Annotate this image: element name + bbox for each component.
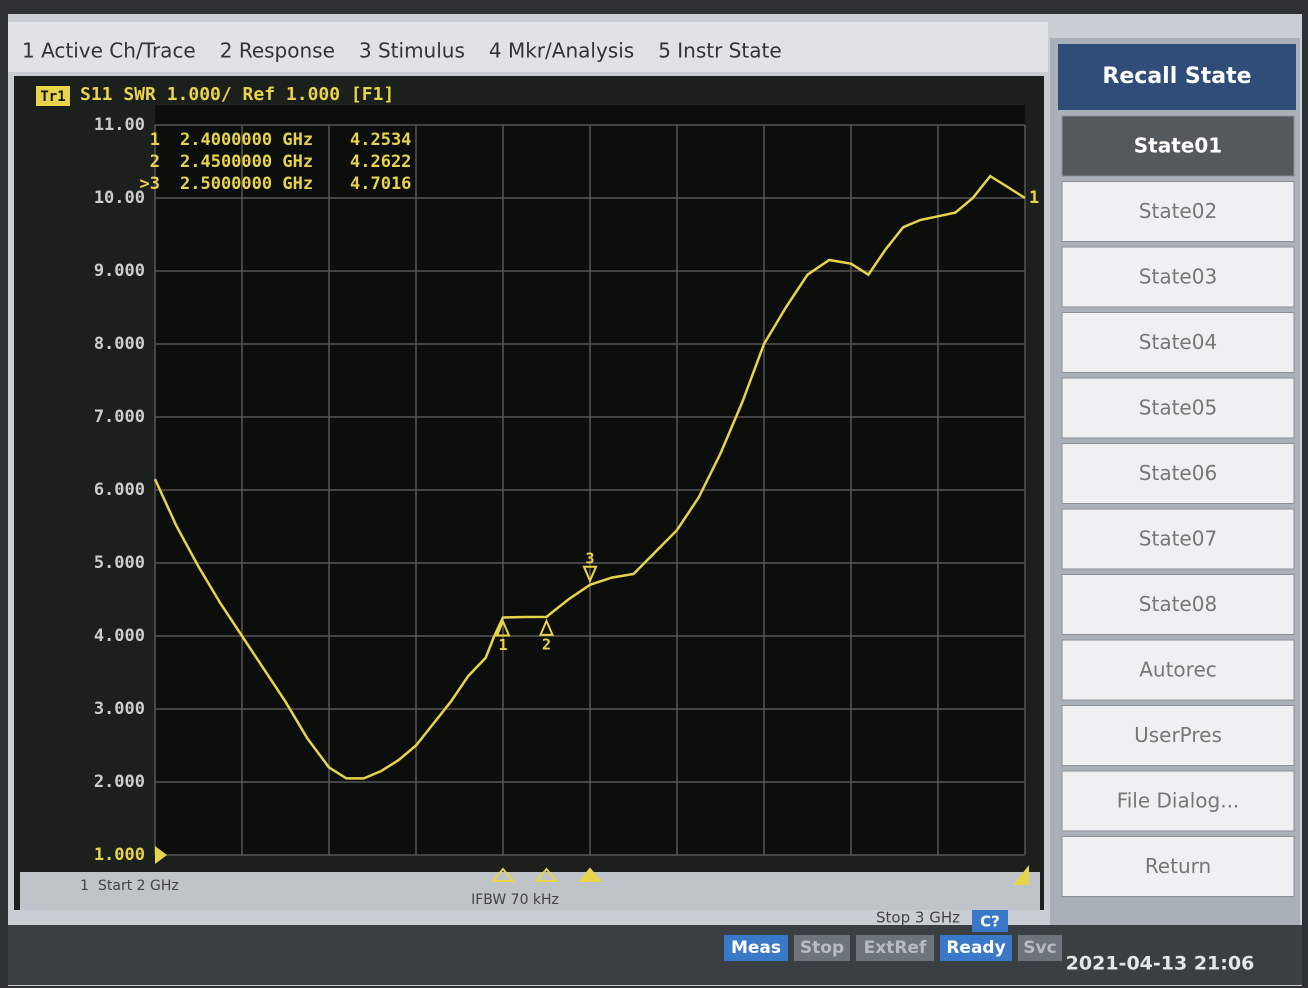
y-tick-label: 5.000 bbox=[94, 553, 145, 573]
y-tick-label: 4.000 bbox=[94, 626, 145, 646]
marker bbox=[582, 565, 598, 584]
marker-readout-x: 2.4500000 GHz bbox=[180, 152, 313, 172]
status-indicator-bg bbox=[724, 935, 788, 961]
stimulus-marker bbox=[490, 867, 516, 882]
softkey-label: State05 bbox=[1139, 396, 1217, 420]
stimulus-bar bbox=[20, 872, 1040, 910]
softkey-label: State03 bbox=[1139, 265, 1217, 289]
softkey[interactable] bbox=[1061, 312, 1295, 373]
stop-arrow bbox=[1013, 865, 1029, 885]
ref-arrow bbox=[155, 846, 167, 864]
status-indicator: Meas bbox=[731, 938, 781, 958]
marker-readout-name: 1 bbox=[150, 130, 160, 150]
softkey-label: State04 bbox=[1139, 330, 1217, 354]
y-tick-label: 2.000 bbox=[94, 772, 145, 792]
y-tick-label: 3.000 bbox=[94, 699, 145, 719]
status-indicator: Svc bbox=[1023, 938, 1056, 958]
menu-item[interactable]: 5 Instr State bbox=[658, 39, 781, 63]
softkey[interactable] bbox=[1061, 574, 1295, 635]
menu-item[interactable]: 4 Mkr/Analysis bbox=[489, 39, 634, 63]
y-tick-label: 1.000 bbox=[94, 845, 145, 865]
y-tick-label: 8.000 bbox=[94, 334, 145, 354]
marker-readout-x: 2.4000000 GHz bbox=[180, 130, 313, 150]
stimulus-start: Start 2 GHz bbox=[98, 878, 179, 894]
channel: 1 bbox=[80, 878, 89, 894]
softkey[interactable] bbox=[1061, 246, 1295, 308]
status-indicator: Ready bbox=[946, 938, 1005, 958]
marker-readout-name: 2 bbox=[150, 152, 160, 172]
marker-name: 1 bbox=[498, 636, 507, 654]
softkey[interactable] bbox=[1061, 443, 1295, 504]
softkey[interactable] bbox=[1061, 115, 1295, 177]
menu-item[interactable]: 2 Response bbox=[220, 39, 335, 63]
marker-readout-x: 2.5000000 GHz bbox=[180, 174, 313, 194]
softkey-label: State07 bbox=[1139, 527, 1217, 551]
marker-name: 2 bbox=[542, 635, 551, 653]
y-tick-label: 9.000 bbox=[94, 261, 145, 281]
ifbw: IFBW 70 kHz bbox=[471, 892, 559, 908]
trace-end-label: 1 bbox=[1029, 188, 1039, 208]
trace-title: S11 SWR 1.000/ Ref 1.000 [F1] bbox=[80, 84, 394, 105]
softkey-label: Return bbox=[1145, 854, 1211, 878]
marker-readout-name: >3 bbox=[140, 174, 160, 194]
softkey-label: UserPres bbox=[1134, 723, 1222, 747]
menu-bar bbox=[8, 22, 1048, 72]
softkey-label: Autorec bbox=[1139, 658, 1217, 682]
status-bar bbox=[8, 925, 1302, 985]
y-tick-label: 10.00 bbox=[94, 188, 145, 208]
marker bbox=[495, 618, 511, 637]
softkey[interactable] bbox=[1061, 770, 1295, 832]
softkey-title-bg bbox=[1058, 44, 1296, 110]
status-indicator: Stop bbox=[800, 938, 844, 958]
softkey[interactable] bbox=[1061, 836, 1295, 897]
stimulus-marker bbox=[534, 867, 559, 882]
y-tick-label: 11.00 bbox=[94, 115, 145, 135]
trace bbox=[153, 174, 1026, 780]
trace-tag-bg bbox=[36, 86, 70, 106]
stimulus-marker bbox=[577, 867, 603, 882]
softkey-label: State01 bbox=[1134, 134, 1222, 158]
cal: C? bbox=[980, 913, 1000, 931]
marker bbox=[538, 618, 555, 636]
status-indicator-bg bbox=[1018, 935, 1062, 961]
status-indicator-bg bbox=[856, 935, 934, 961]
stimulus-stop: Stop 3 GHz bbox=[876, 909, 960, 927]
datetime: 2021-04-13 21:06 bbox=[1066, 953, 1255, 975]
softkey-label: State06 bbox=[1139, 461, 1217, 485]
status-indicator-bg bbox=[940, 935, 1012, 961]
trace-tag: Tr1 bbox=[40, 89, 65, 105]
marker-name: 3 bbox=[585, 549, 594, 567]
softkey-label: State02 bbox=[1139, 199, 1217, 223]
marker-readout-value: 4.2622 bbox=[350, 152, 411, 172]
softkey[interactable] bbox=[1061, 639, 1295, 701]
softkey-title: Recall State bbox=[1102, 64, 1251, 89]
softkey[interactable] bbox=[1061, 705, 1295, 766]
menu-item[interactable]: 3 Stimulus bbox=[359, 39, 465, 63]
status-indicator: ExtRef bbox=[864, 938, 927, 958]
status-indicator-bg bbox=[794, 935, 850, 961]
y-tick-label: 7.000 bbox=[94, 407, 145, 427]
marker-readout-value: 4.7016 bbox=[350, 174, 411, 194]
cal-bg bbox=[972, 910, 1008, 932]
softkey[interactable] bbox=[1061, 181, 1295, 242]
softkey[interactable] bbox=[1061, 508, 1295, 570]
softkey-label: State08 bbox=[1139, 592, 1217, 616]
softkey[interactable] bbox=[1061, 377, 1295, 439]
menu-item[interactable]: 1 Active Ch/Trace bbox=[22, 39, 196, 63]
marker-readout-value: 4.2534 bbox=[350, 130, 411, 150]
softkey-label: File Dialog... bbox=[1117, 789, 1240, 813]
y-tick-label: 6.000 bbox=[94, 480, 145, 500]
